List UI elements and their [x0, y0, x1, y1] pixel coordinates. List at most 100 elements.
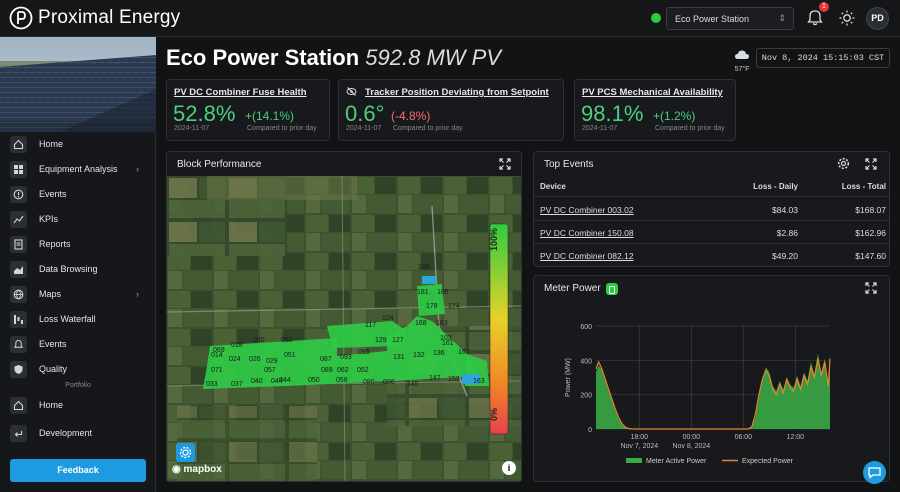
table-row[interactable]: PV DC Combiner 003.02 $84.03 $168.07: [534, 198, 889, 221]
block-label[interactable]: 014: [211, 352, 223, 359]
kpi-delta: (-4.8%): [391, 109, 431, 123]
site-select[interactable]: Eco Power Station ⇕: [666, 7, 794, 30]
feedback-button[interactable]: Feedback: [10, 459, 146, 482]
block-label[interactable]: 051: [284, 352, 296, 359]
block-label[interactable]: 178: [426, 303, 438, 310]
block-label[interactable]: 071: [211, 367, 223, 374]
sidebar-item-events[interactable]: Events: [0, 182, 156, 206]
device-link[interactable]: PV DC Combiner 003.02: [540, 205, 634, 215]
kpi-title[interactable]: Tracker Position Deviating from Setpoint: [365, 87, 549, 98]
user-avatar[interactable]: PD: [866, 7, 889, 30]
block-map[interactable]: 189 181 186 178 174 168 163 117 104 129 127 103 069 0…: [167, 176, 521, 481]
block-label[interactable]: 127: [392, 337, 404, 344]
block-label[interactable]: 136: [433, 350, 445, 357]
block-label[interactable]: 040: [251, 378, 263, 385]
block-label[interactable]: 167: [458, 349, 470, 356]
map-settings-button[interactable]: [176, 443, 195, 462]
block-label[interactable]: 093: [340, 354, 352, 361]
block-label[interactable]: 087: [320, 356, 332, 363]
sidebar-item-equipment-analysis[interactable]: Equipment Analysis ›: [0, 157, 156, 181]
block-label[interactable]: 069: [213, 347, 225, 354]
block-label[interactable]: 117: [365, 322, 376, 329]
column-header-device[interactable]: Device: [540, 182, 566, 191]
block-label[interactable]: 058: [336, 377, 348, 384]
expand-icon[interactable]: [865, 158, 877, 170]
series-line-expected-power: [595, 360, 633, 430]
meter-power-chart[interactable]: 0 200 400 600 18:00 Nov 7, 2024 00:00 Nov 8, 20…: [534, 300, 889, 480]
block-label[interactable]: 163: [473, 378, 485, 385]
block-label[interactable]: 044: [271, 378, 283, 385]
kpi-card-fuse-health[interactable]: PV DC Combiner Fuse Health 52.8% +(14.1%…: [166, 79, 330, 141]
block-label[interactable]: 174: [448, 303, 460, 310]
block-label[interactable]: 018: [231, 342, 243, 349]
block-label[interactable]: 050: [308, 377, 320, 384]
notification-bell-icon[interactable]: [805, 8, 825, 28]
map-info-icon[interactable]: i: [502, 461, 516, 475]
chat-support-button[interactable]: [863, 461, 886, 484]
block-label[interactable]: 062: [337, 367, 349, 374]
block-label[interactable]: 024: [229, 356, 241, 363]
sidebar-item-kpis[interactable]: KPIs: [0, 207, 156, 231]
settings-gear-icon[interactable]: [837, 157, 850, 170]
block-label[interactable]: 186: [437, 289, 449, 296]
table-header: Device Loss - Daily Loss - Total: [534, 177, 889, 197]
block-label[interactable]: 060: [253, 337, 265, 344]
block-label[interactable]: 147: [429, 375, 441, 382]
block-label[interactable]: 168: [415, 320, 427, 327]
block-label[interactable]: 062: [281, 337, 293, 344]
device-link[interactable]: PV DC Combiner 082.12: [540, 251, 634, 261]
y-tick-label: 600: [580, 324, 592, 331]
sidebar-item-maps[interactable]: Maps ›: [0, 282, 156, 306]
kpi-card-pcs-availability[interactable]: PV PCS Mechanical Availability 98.1% +(1…: [574, 79, 736, 141]
expand-icon[interactable]: [499, 158, 511, 170]
globe-icon: [10, 285, 27, 303]
block-label[interactable]: 086: [383, 379, 395, 386]
column-header-loss-daily[interactable]: Loss - Daily: [753, 182, 798, 191]
block-label[interactable]: 161: [442, 340, 454, 347]
block-label[interactable]: 129: [375, 337, 387, 344]
sidebar-item-portfolio-home[interactable]: Home: [0, 393, 156, 417]
theme-toggle-sun-icon[interactable]: [837, 8, 857, 28]
sidebar-item-label: Loss Waterfall: [39, 314, 96, 324]
mapbox-attribution: ◉ mapbox: [172, 464, 222, 475]
block-label[interactable]: 132: [413, 352, 425, 359]
table-row[interactable]: PV DC Combiner 150.08 $2.86 $162.96: [534, 221, 889, 244]
expand-icon[interactable]: [865, 282, 877, 294]
block-label[interactable]: 026: [249, 356, 261, 363]
device-link[interactable]: PV DC Combiner 150.08: [540, 228, 634, 238]
block-label[interactable]: 104: [382, 315, 394, 322]
live-indicator-icon: [606, 283, 618, 295]
block-label[interactable]: 057: [264, 367, 276, 374]
block-label[interactable]: 029: [266, 358, 278, 365]
block-label[interactable]: 033: [206, 381, 218, 388]
sidebar-item-loss-waterfall[interactable]: Loss Waterfall: [0, 307, 156, 331]
block-label[interactable]: 103: [440, 335, 452, 342]
block-label[interactable]: 037: [231, 381, 243, 388]
block-label[interactable]: 131: [393, 354, 405, 361]
block-label[interactable]: 153: [448, 376, 460, 383]
block-label[interactable]: 080: [363, 379, 375, 386]
block-label[interactable]: 145: [407, 381, 419, 388]
sidebar-item-quality[interactable]: Quality: [0, 357, 156, 381]
block-label[interactable]: 189: [418, 264, 430, 271]
block-label[interactable]: 095: [358, 349, 370, 356]
mapbox-logo-icon: ◉: [172, 464, 181, 475]
chevron-right-icon: ›: [136, 289, 139, 299]
block-label[interactable]: 163: [436, 320, 448, 327]
block-label[interactable]: 052: [357, 367, 369, 374]
block-label[interactable]: 044: [279, 377, 291, 384]
block-label[interactable]: 089: [321, 367, 333, 374]
kpi-compare-label: Compared to prior day: [655, 125, 725, 132]
kpi-title[interactable]: PV DC Combiner Fuse Health: [174, 87, 307, 98]
app-logo[interactable]: Proximal Energy: [9, 6, 180, 30]
column-header-loss-total[interactable]: Loss - Total: [841, 182, 886, 191]
block-label[interactable]: 181: [417, 289, 429, 296]
sidebar-item-events-2[interactable]: Events: [0, 332, 156, 356]
kpi-title[interactable]: PV PCS Mechanical Availability: [582, 87, 723, 98]
sidebar-item-development[interactable]: Development: [0, 421, 156, 445]
sidebar-item-reports[interactable]: Reports: [0, 232, 156, 256]
sidebar-item-data-browsing[interactable]: Data Browsing: [0, 257, 156, 281]
sidebar-item-home[interactable]: Home: [0, 132, 156, 156]
table-row[interactable]: PV DC Combiner 082.12 $49.20 $147.60: [534, 244, 889, 267]
kpi-card-tracker-position[interactable]: Tracker Position Deviating from Setpoint…: [338, 79, 564, 141]
